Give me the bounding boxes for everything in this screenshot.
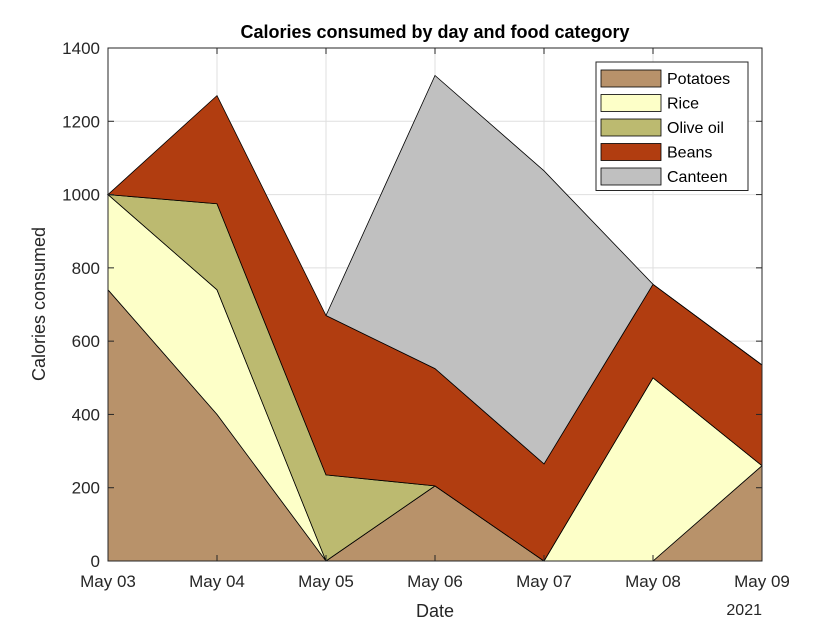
x-axis-label: Date (416, 601, 454, 621)
legend-swatch (600, 94, 662, 112)
legend-label: Potatoes (667, 71, 730, 88)
y-tick-label: 1000 (62, 186, 100, 205)
x-tick-label: May 07 (516, 572, 572, 591)
y-tick-label: 0 (91, 552, 100, 571)
y-tick-label: 1400 (62, 39, 100, 58)
y-tick-label: 1200 (62, 112, 100, 131)
x-tick-label: May 03 (80, 572, 136, 591)
y-axis-label: Calories consumed (29, 227, 49, 381)
legend-item: Canteen (600, 167, 728, 186)
tick-labels: 0 200 400 600 800 1000 1200 1400 May 03 May 04 May… (62, 39, 790, 591)
legend-items: Potatoes Rice Olive oil Beans Canteen (600, 69, 730, 186)
legend-swatch (600, 118, 662, 137)
year-label: 2021 (726, 602, 762, 619)
area-series-layer (106, 74, 763, 562)
legend-swatch (600, 69, 662, 88)
y-tick-label: 200 (72, 479, 100, 498)
legend-item: Beans (600, 143, 712, 162)
y-tick-label: 400 (72, 405, 100, 424)
legend-swatch (600, 167, 662, 186)
legend-swatch (600, 143, 662, 161)
x-tick-label: May 05 (298, 572, 354, 591)
legend-label: Beans (667, 145, 712, 162)
chart-title: Calories consumed by day and food catego… (240, 22, 629, 42)
legend-label: Canteen (667, 169, 728, 186)
y-tick-label: 600 (72, 332, 100, 351)
legend-item: Rice (600, 94, 699, 113)
tick-marks (107, 47, 763, 562)
legend-item: Olive oil (600, 118, 724, 137)
legend-label: Olive oil (667, 120, 724, 137)
legend-item: Potatoes (600, 69, 730, 88)
legend: Potatoes Rice Olive oil Beans Canteen (595, 61, 749, 191)
x-tick-label: May 08 (625, 572, 681, 591)
y-tick-label: 800 (72, 259, 100, 278)
x-tick-label: May 06 (407, 572, 463, 591)
legend-label: Rice (667, 96, 699, 113)
x-tick-label: May 09 (734, 572, 790, 591)
x-tick-label: May 04 (189, 572, 245, 591)
